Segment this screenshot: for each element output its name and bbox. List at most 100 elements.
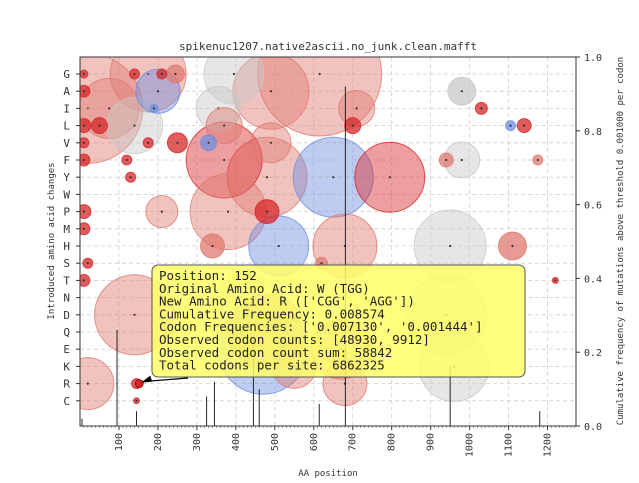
tooltip-line: Observed codon counts: [48930, 9912]: [159, 332, 430, 347]
bubble-point: [80, 118, 92, 134]
bubble-center: [480, 107, 483, 110]
bubble-point: [80, 204, 92, 220]
tooltip-line: Original Amino Acid: W (TGG): [159, 281, 370, 296]
bubble-center: [98, 124, 101, 127]
bubble-point: [232, 57, 310, 130]
bubble-center: [160, 72, 163, 76]
bubble-center: [509, 124, 512, 127]
x-tick-label: 700: [348, 433, 359, 451]
y-category-label: W: [63, 188, 70, 201]
tooltip-line: Position: 152: [159, 268, 257, 283]
y-category-label: K: [63, 360, 70, 373]
y-category-label: E: [63, 343, 70, 356]
y-category-label: V: [63, 137, 70, 150]
tooltip-box: [151, 264, 526, 378]
axes: 100 200 300 400 500 600 700 800 900 1000 1100 1200 G…: [63, 53, 602, 457]
bubble-center: [82, 279, 85, 282]
x-tick-label: 600: [309, 433, 320, 451]
bubble-center: [133, 124, 136, 127]
x-tick-label: 500: [270, 433, 281, 451]
bubble-center: [318, 72, 321, 76]
bubble-center: [269, 90, 273, 93]
y-category-label: D: [63, 309, 70, 322]
y-category-label: R: [63, 378, 70, 391]
plot-frame: [79, 56, 577, 427]
bubble-point: [257, 57, 383, 137]
bubble-center: [449, 244, 452, 248]
bubble-center: [86, 382, 89, 385]
tooltip-line: Observed codon count sum: 58842: [159, 345, 392, 360]
bubble-center: [355, 107, 358, 110]
bubble-center: [265, 210, 269, 213]
bubble-center: [82, 72, 85, 76]
bubble-center: [277, 244, 280, 248]
bubble-center: [82, 124, 85, 127]
y-category-label: G: [63, 68, 70, 81]
bubble-center: [82, 90, 85, 93]
y2-tick-label: 0.8: [584, 127, 602, 138]
bubble-center: [108, 107, 111, 110]
y2-tick-label: 0.0: [584, 422, 602, 433]
x-axis-title: AA position: [298, 469, 358, 479]
bubble-center: [536, 158, 539, 162]
bubble-center: [211, 244, 214, 248]
bubble-center: [176, 141, 179, 144]
bubble-center: [460, 90, 463, 93]
x-tick-label: 100: [114, 433, 125, 451]
x-tick-label: 1100: [504, 433, 515, 457]
tooltip-line: New Amino Acid: R (['CGG', 'AGG']): [159, 294, 415, 309]
y-axis-title: Introduced amino acid changes: [47, 162, 57, 319]
bubble-center: [232, 72, 236, 76]
bubble-center: [82, 141, 85, 144]
bubble-center: [133, 72, 136, 76]
tooltip-line: Total codons per site: 6862325: [159, 358, 385, 373]
bubble-center: [460, 158, 463, 162]
tooltip-line: Codon Frequencies: ['0.007130', '0.00144…: [159, 319, 483, 334]
bubble-center: [82, 158, 85, 162]
bubble-center: [82, 210, 85, 213]
y-category-label: F: [63, 154, 70, 167]
y-category-label: T: [63, 274, 70, 287]
x-tick-label: 400: [231, 433, 242, 451]
bubble-point: [203, 57, 265, 105]
bubble-center: [445, 158, 448, 162]
y-category-label: I: [63, 102, 70, 115]
x-tick-label: 1200: [543, 433, 554, 457]
bubble-center: [152, 107, 156, 110]
bubble-center: [388, 176, 391, 179]
y2-tick-label: 0.2: [584, 348, 602, 359]
bubble-center: [86, 107, 89, 110]
bubble-center: [332, 176, 335, 179]
y-category-label: P: [63, 206, 70, 219]
bubble-center: [511, 244, 514, 248]
bubble-center: [147, 72, 150, 76]
bubble-point: [80, 357, 115, 411]
bubble-center: [82, 227, 85, 230]
bubble-center: [320, 262, 323, 265]
y-category-label: C: [63, 395, 70, 408]
tooltip-target-point: [134, 379, 144, 389]
bubble-center: [133, 313, 136, 316]
x-tick-label: 300: [192, 433, 203, 451]
y-category-label: A: [63, 85, 70, 98]
bubble-center: [351, 124, 354, 127]
bubble-center: [174, 72, 177, 76]
bubble-center: [147, 141, 150, 144]
bubble-center: [160, 210, 163, 213]
bubble-center: [129, 176, 132, 179]
y-category-label: Y: [63, 171, 70, 184]
y-category-label: N: [63, 292, 70, 305]
y-category-label: M: [63, 223, 70, 236]
bubble-center: [223, 158, 226, 162]
y2-tick-label: 1.0: [584, 53, 602, 64]
bubble-center: [226, 210, 230, 213]
x-tick-label: 1000: [465, 433, 476, 457]
y2-axis-title: Cumulative frequency of mutations above …: [616, 57, 626, 425]
bubble-center: [156, 90, 160, 93]
tooltip-line: Cumulative Frequency: 0.008574: [159, 306, 385, 321]
y-category-label: H: [63, 240, 70, 253]
y-category-label: L: [63, 120, 70, 133]
